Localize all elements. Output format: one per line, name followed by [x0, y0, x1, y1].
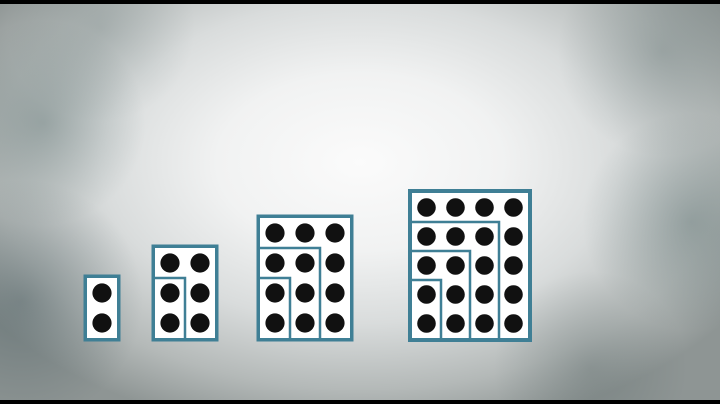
figure-3 [256, 214, 354, 342]
dot [160, 253, 180, 273]
figure-2 [151, 244, 219, 342]
dot [417, 285, 436, 304]
dot [446, 198, 465, 217]
dot [190, 313, 210, 333]
dot [295, 253, 315, 273]
dot [265, 313, 285, 333]
staircase-line [260, 246, 322, 338]
staircase-line [412, 278, 443, 338]
dot [417, 198, 436, 217]
dot [325, 283, 345, 303]
dot [295, 313, 315, 333]
dot [475, 285, 494, 304]
dot [504, 314, 523, 333]
dot [504, 198, 523, 217]
staircase-line [412, 249, 472, 338]
dot [446, 314, 465, 333]
dot [504, 227, 523, 246]
dot [295, 223, 315, 243]
staircase-line [260, 276, 292, 338]
dot [265, 253, 285, 273]
dot [265, 283, 285, 303]
dot [92, 313, 112, 333]
figure-4 [408, 189, 532, 342]
dot [446, 285, 465, 304]
dot [190, 253, 210, 273]
figure-frame [83, 274, 121, 342]
figure-frame [151, 244, 219, 342]
dot [160, 313, 180, 333]
dot [475, 314, 494, 333]
staircase-line [155, 276, 187, 338]
dot [417, 256, 436, 275]
dot [160, 283, 180, 303]
figure-frame [256, 214, 354, 342]
staircase-line [412, 220, 501, 338]
dot [504, 285, 523, 304]
dot [417, 227, 436, 246]
dot [92, 283, 112, 303]
dot [446, 256, 465, 275]
dot [475, 227, 494, 246]
dot [475, 198, 494, 217]
dot [325, 313, 345, 333]
dot [325, 223, 345, 243]
oblong-number-diagram [83, 189, 532, 342]
figure-1 [83, 274, 121, 342]
dot [325, 253, 345, 273]
dot [295, 283, 315, 303]
dot [265, 223, 285, 243]
dot [417, 314, 436, 333]
video-frame [0, 4, 720, 400]
dot [446, 227, 465, 246]
dot [475, 256, 494, 275]
figure-frame [408, 189, 532, 342]
dot [504, 256, 523, 275]
dot [190, 283, 210, 303]
